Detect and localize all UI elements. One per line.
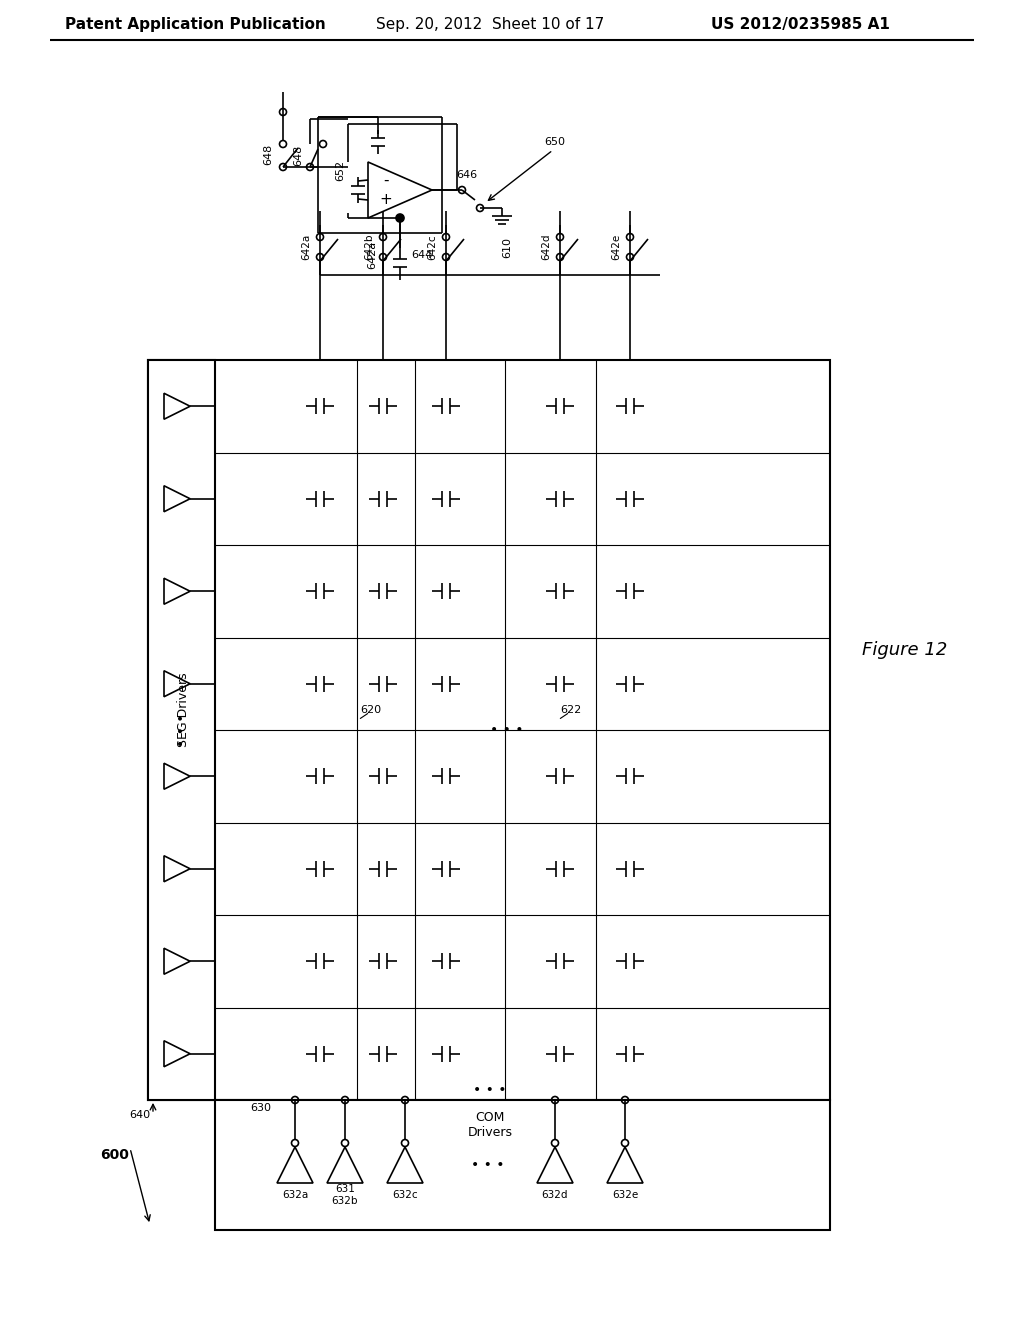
Text: 640: 640 — [129, 1110, 151, 1119]
Bar — [148, 360, 830, 1100]
Text: COM
Drivers: COM Drivers — [468, 1111, 512, 1139]
Text: 644: 644 — [412, 249, 432, 260]
Text: Patent Application Publication: Patent Application Publication — [65, 17, 326, 33]
Text: 600: 600 — [100, 1148, 129, 1162]
Text: • • •: • • • — [490, 723, 523, 737]
Text: 632a: 632a — [282, 1191, 308, 1200]
Circle shape — [396, 214, 404, 222]
Text: 642b: 642b — [364, 234, 374, 260]
Text: 642c: 642c — [427, 234, 437, 260]
Text: SEG Drivers: SEG Drivers — [177, 673, 190, 747]
Text: 642a: 642a — [367, 242, 377, 269]
Text: Sep. 20, 2012  Sheet 10 of 17: Sep. 20, 2012 Sheet 10 of 17 — [376, 17, 604, 33]
Text: 632d: 632d — [542, 1191, 568, 1200]
Text: US 2012/0235985 A1: US 2012/0235985 A1 — [711, 17, 890, 33]
Text: 642d: 642d — [541, 234, 551, 260]
Text: 610: 610 — [502, 236, 512, 257]
Text: 648: 648 — [263, 144, 273, 165]
Text: 646: 646 — [457, 170, 477, 180]
Text: +: + — [380, 193, 392, 207]
Text: 632e: 632e — [612, 1191, 638, 1200]
Bar — [215, 1100, 830, 1230]
Text: 630: 630 — [250, 1104, 271, 1113]
Text: 631
632b: 631 632b — [332, 1184, 358, 1205]
Text: • • •: • • • — [473, 1082, 507, 1097]
Text: • • •: • • • — [471, 1158, 505, 1172]
Text: 622: 622 — [560, 705, 582, 715]
Text: 652: 652 — [335, 160, 345, 181]
Text: Figure 12: Figure 12 — [862, 642, 947, 659]
Text: 648: 648 — [293, 144, 303, 165]
Text: -: - — [383, 173, 389, 187]
Text: 632c: 632c — [392, 1191, 418, 1200]
Bar — [148, 360, 215, 1100]
Text: • • •: • • • — [175, 713, 189, 747]
Text: 642a: 642a — [301, 234, 311, 260]
Text: 650: 650 — [545, 137, 565, 147]
Text: 642e: 642e — [611, 234, 621, 260]
Text: 620: 620 — [360, 705, 381, 715]
